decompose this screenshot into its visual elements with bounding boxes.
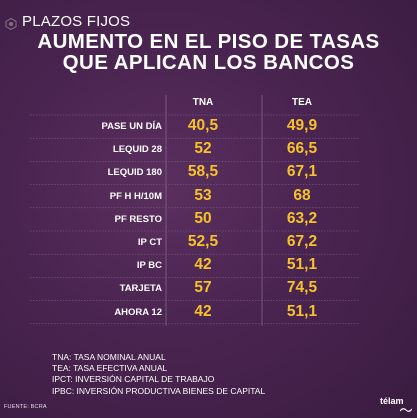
brand-wave-icon — [400, 408, 412, 412]
tna-value: 57 — [194, 279, 212, 297]
tea-value: 67,2 — [286, 232, 318, 250]
tna-value: 42 — [194, 256, 212, 274]
tna-value: 50 — [194, 209, 212, 227]
brand-logo-text: télam — [380, 396, 404, 406]
row-label: PF H H/10M — [109, 190, 162, 202]
tea-value: 68 — [293, 186, 311, 204]
row-label: PASE UN DÍA — [101, 121, 162, 132]
tna-value: 40,5 — [187, 117, 219, 134]
tea-value: 66,5 — [286, 140, 318, 158]
row-label: AHORA 12 — [114, 306, 162, 318]
tea-value: 51,1 — [286, 302, 318, 320]
tna-value: 58,5 — [187, 163, 219, 181]
table-row: LEQUID 28 52 66,5 — [0, 138, 417, 161]
tna-value: 42 — [194, 302, 212, 320]
glossary-item: TEA: TASA EFECTIVA ANUAL — [52, 363, 168, 374]
tea-value: 51,1 — [286, 256, 318, 274]
tna-value: 52,5 — [187, 232, 219, 250]
row-label: LEQUID 180 — [107, 167, 162, 179]
row-label: LEQUID 28 — [112, 144, 162, 156]
tea-value: 67,1 — [286, 163, 318, 181]
column-header-tna: TNA — [192, 97, 214, 108]
row-dividers — [30, 114, 360, 325]
tna-value: 52 — [194, 140, 212, 158]
tea-value: 49,9 — [286, 117, 318, 134]
tea-value: 74,5 — [286, 279, 318, 297]
column-header-tea: TEA — [292, 97, 312, 108]
table-row: IP BC 42 51,1 — [0, 254, 417, 277]
tea-value: 63,2 — [286, 209, 318, 227]
tna-value: 53 — [194, 186, 212, 204]
table-row: AHORA 12 42 51,1 — [0, 301, 417, 324]
title-line-2: QUE APLICAN LOS BANCOS — [62, 51, 355, 74]
table-row: PASE UN DÍA 40,5 49,9 — [0, 115, 417, 138]
kicker-label: PLAZOS FIJOS — [22, 13, 131, 30]
title-line-1: AUMENTO EN EL PISO DE TASAS — [37, 30, 380, 53]
row-label: TARJETA — [119, 283, 162, 295]
row-label: IP BC — [136, 260, 162, 272]
rates-table: PASE UN DÍA 40,5 49,9 LEQUID 28 52 66,5 … — [0, 115, 417, 324]
glossary-item: IPBC: INVERSIÓN PRODUCTIVA BIENES DE CAP… — [52, 385, 266, 396]
row-label: IP CT — [137, 236, 162, 248]
source-credit: FUENTE: BCRA — [4, 404, 47, 410]
glossary-item: TNA: TASA NOMINAL ANUAL — [52, 352, 166, 362]
table-row: PF H H/10M 53 68 — [0, 185, 417, 208]
table-row: TARJETA 57 74,5 — [0, 277, 417, 300]
glossary-item: IPCT: INVERSIÓN CAPITAL DE TRABAJO — [52, 374, 215, 385]
glossary: TNA: TASA NOMINAL ANUAL TEA: TASA EFECTI… — [52, 352, 265, 397]
table-row: PF RESTO 50 63,2 — [0, 208, 417, 231]
table-row: IP CT 52,5 67,2 — [0, 231, 417, 254]
row-label: PF RESTO — [114, 213, 162, 225]
table-row: LEQUID 180 58,5 67,1 — [0, 161, 417, 184]
hexagon-logo-icon — [5, 18, 17, 30]
